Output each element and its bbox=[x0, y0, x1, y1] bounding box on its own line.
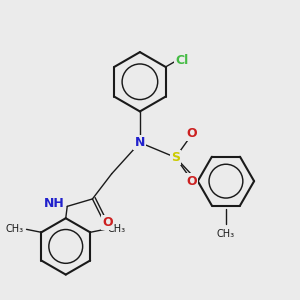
Text: O: O bbox=[187, 175, 197, 188]
Text: Cl: Cl bbox=[175, 54, 188, 67]
Text: O: O bbox=[102, 216, 112, 229]
Text: CH₃: CH₃ bbox=[217, 229, 235, 238]
Text: CH₃: CH₃ bbox=[108, 224, 126, 234]
Text: CH₃: CH₃ bbox=[5, 224, 23, 234]
Text: S: S bbox=[171, 151, 180, 164]
Text: O: O bbox=[187, 127, 197, 140]
Text: N: N bbox=[135, 136, 145, 149]
Text: NH: NH bbox=[44, 197, 64, 210]
